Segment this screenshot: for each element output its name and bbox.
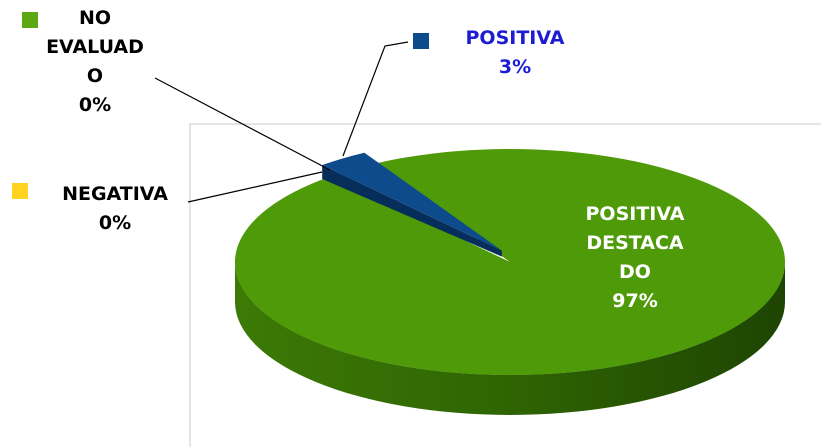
data-label: NO EVALUADO 0% [45, 4, 145, 120]
slice-name: NO EVALUADO [46, 7, 144, 87]
leader-line [187, 171, 323, 203]
value-label: 97% [612, 290, 658, 312]
leader-line [342, 41, 409, 157]
legend-swatch [413, 33, 429, 49]
pie-slice-side [322, 165, 502, 257]
data-label: POSITIVA 3% [440, 24, 590, 82]
leader-line [154, 77, 331, 171]
pie-slice [234, 149, 785, 376]
slice-name: POSITIVA [465, 27, 565, 49]
pie-slice-side [235, 262, 785, 415]
value-label: 3% [498, 56, 532, 78]
pie-slice [322, 152, 502, 251]
pie [234, 149, 785, 415]
plot-frame [189, 123, 821, 447]
slice-name: POSITIVA DESTACADO [585, 203, 685, 283]
legend-swatch [22, 12, 38, 28]
value-label: 0% [78, 94, 112, 116]
slice-name: NEGATIVA [62, 183, 168, 205]
data-label: NEGATIVA 0% [30, 180, 200, 238]
value-label: 0% [98, 212, 132, 234]
legend-swatch [12, 183, 28, 199]
data-label: POSITIVA DESTACADO 97% [560, 200, 710, 316]
